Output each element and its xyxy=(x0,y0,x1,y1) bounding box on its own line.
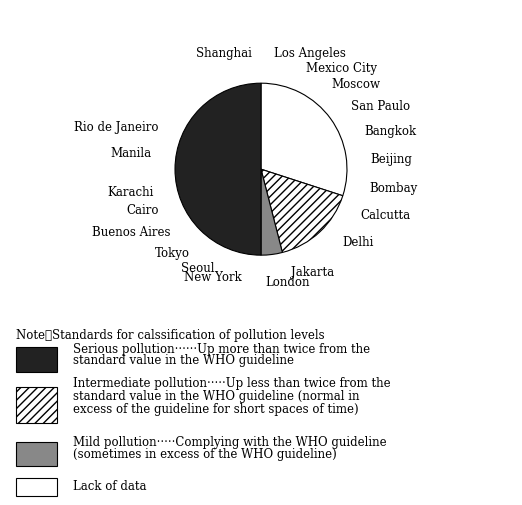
Text: Lack of data: Lack of data xyxy=(73,480,147,493)
Text: Rio de Janeiro: Rio de Janeiro xyxy=(75,121,159,134)
Text: (sometimes in excess of the WHO guideline): (sometimes in excess of the WHO guidelin… xyxy=(73,448,337,462)
Text: Tokyo: Tokyo xyxy=(155,247,190,260)
Text: standard value in the WHO guideline (normal in: standard value in the WHO guideline (nor… xyxy=(73,390,360,403)
Text: Mexico City: Mexico City xyxy=(306,62,377,75)
Text: Bombay: Bombay xyxy=(370,182,418,195)
Text: Intermediate pollution·····Up less than twice from the: Intermediate pollution·····Up less than … xyxy=(73,377,390,390)
Text: London: London xyxy=(265,276,310,289)
Text: San Paulo: San Paulo xyxy=(351,99,410,113)
Text: excess of the guideline for short spaces of time): excess of the guideline for short spaces… xyxy=(73,403,359,416)
Bar xyxy=(16,478,57,496)
Wedge shape xyxy=(175,83,261,255)
Text: standard value in the WHO guideline: standard value in the WHO guideline xyxy=(73,354,294,367)
Text: Jakarta: Jakarta xyxy=(291,266,334,279)
Text: Beijing: Beijing xyxy=(371,153,412,166)
Text: Manila: Manila xyxy=(111,147,152,161)
Wedge shape xyxy=(261,83,347,196)
Text: Mild pollution·····Complying with the WHO guideline: Mild pollution·····Complying with the WH… xyxy=(73,436,387,448)
Text: Moscow: Moscow xyxy=(332,78,381,91)
Wedge shape xyxy=(261,169,343,252)
Text: Delhi: Delhi xyxy=(343,236,374,249)
Text: Buenos Aires: Buenos Aires xyxy=(92,226,171,239)
Wedge shape xyxy=(261,169,282,255)
Text: Karachi: Karachi xyxy=(107,185,153,198)
Text: Serious pollution······Up more than twice from the: Serious pollution······Up more than twic… xyxy=(73,343,370,356)
Bar xyxy=(16,387,57,423)
Bar xyxy=(16,347,57,372)
Text: Bangkok: Bangkok xyxy=(364,125,417,138)
Text: Seoul: Seoul xyxy=(181,263,215,275)
Text: Cairo: Cairo xyxy=(126,204,159,217)
Text: Shanghai: Shanghai xyxy=(196,46,252,60)
Text: Note：Standards for calssification of pollution levels: Note：Standards for calssification of pol… xyxy=(16,329,324,342)
Text: New York: New York xyxy=(184,271,242,284)
Text: Los Angeles: Los Angeles xyxy=(275,47,346,60)
Text: Calcutta: Calcutta xyxy=(361,209,411,222)
Bar xyxy=(16,442,57,466)
